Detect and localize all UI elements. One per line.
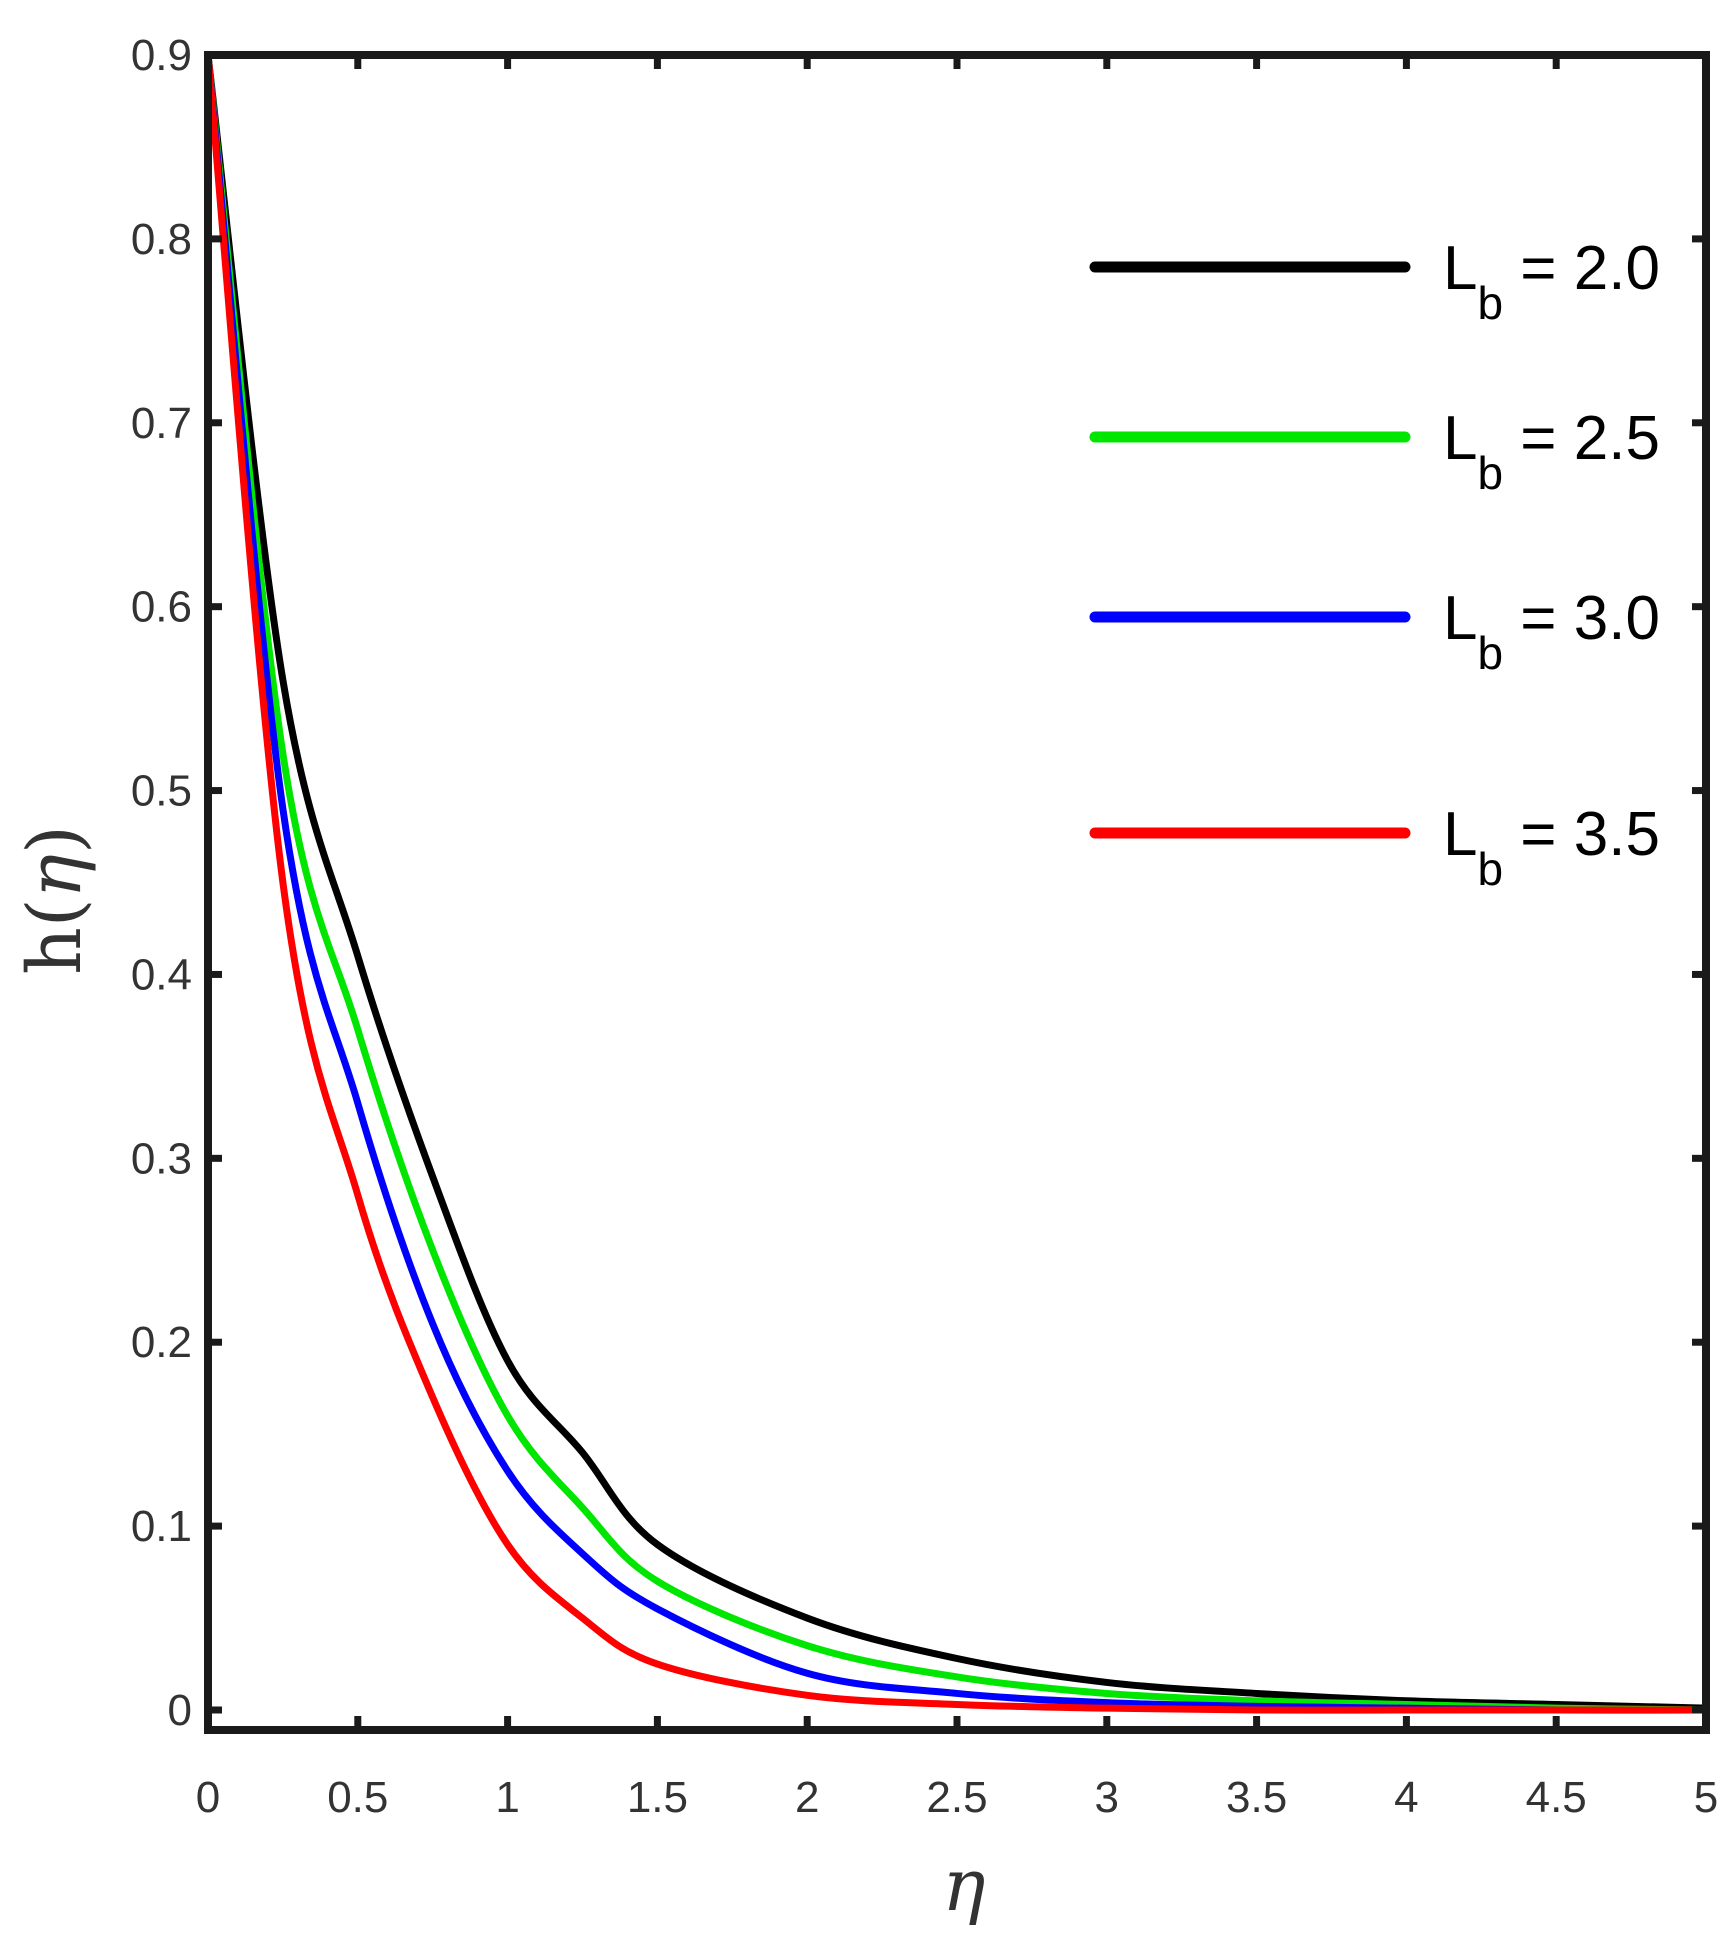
x-tick-label: 1 <box>495 1773 519 1822</box>
series-line-1 <box>204 51 1710 1712</box>
y-tick-label: 0.7 <box>131 399 192 448</box>
x-tick-label: 3.5 <box>1226 1773 1287 1822</box>
x-tick-label: 2.5 <box>926 1773 987 1822</box>
x-tick-label: 0 <box>196 1773 220 1822</box>
y-tick-label: 0.1 <box>131 1502 192 1551</box>
y-tick-label: 0.9 <box>131 31 192 80</box>
y-axis-label-var: η <box>12 854 98 898</box>
legend-label-2: Lb = 2.5 <box>1443 404 1660 499</box>
series-line-2 <box>204 51 1710 1714</box>
legend-label-1: Lb = 2.0 <box>1443 234 1660 329</box>
axis-ticks <box>204 51 1710 1730</box>
legend: Lb = 2.0 Lb = 2.5 Lb = 3.0 Lb = 3.5 <box>1089 234 1660 895</box>
y-tick-label: 0.4 <box>131 950 192 999</box>
y-tick-label: 0 <box>168 1686 192 1735</box>
x-tick-label: 4.5 <box>1526 1773 1587 1822</box>
x-tick-label: 5 <box>1694 1773 1718 1822</box>
x-tick-label: 0.5 <box>327 1773 388 1822</box>
x-tick-label: 1.5 <box>627 1773 688 1822</box>
y-tick-label: 0.2 <box>131 1318 192 1367</box>
y-tick-label: 0.5 <box>131 767 192 816</box>
x-axis-label: η <box>942 1843 985 1927</box>
series-curves <box>204 51 1710 1714</box>
y-axis-label: h(η) <box>12 825 98 975</box>
x-tick-label: 2 <box>795 1773 819 1822</box>
legend-label-3: Lb = 3.0 <box>1443 584 1660 679</box>
x-tick-label: 4 <box>1394 1773 1418 1822</box>
y-tick-label: 0.6 <box>131 583 192 632</box>
series-line-4 <box>204 51 1710 1714</box>
y-tick-label: 0.8 <box>131 215 192 264</box>
x-tick-label: 3 <box>1095 1773 1119 1822</box>
y-axis-label-suffix: ) <box>12 825 98 854</box>
y-tick-labels: 0 0.1 0.2 0.3 0.4 0.5 0.6 0.7 0.8 0.9 <box>131 31 192 1735</box>
x-tick-labels: 0 0.5 1 1.5 2 2.5 3 3.5 4 4.5 5 <box>196 1773 1718 1822</box>
legend-label-4: Lb = 3.5 <box>1443 800 1660 895</box>
y-axis-label-prefix: h( <box>12 898 98 975</box>
y-tick-label: 0.3 <box>131 1134 192 1183</box>
